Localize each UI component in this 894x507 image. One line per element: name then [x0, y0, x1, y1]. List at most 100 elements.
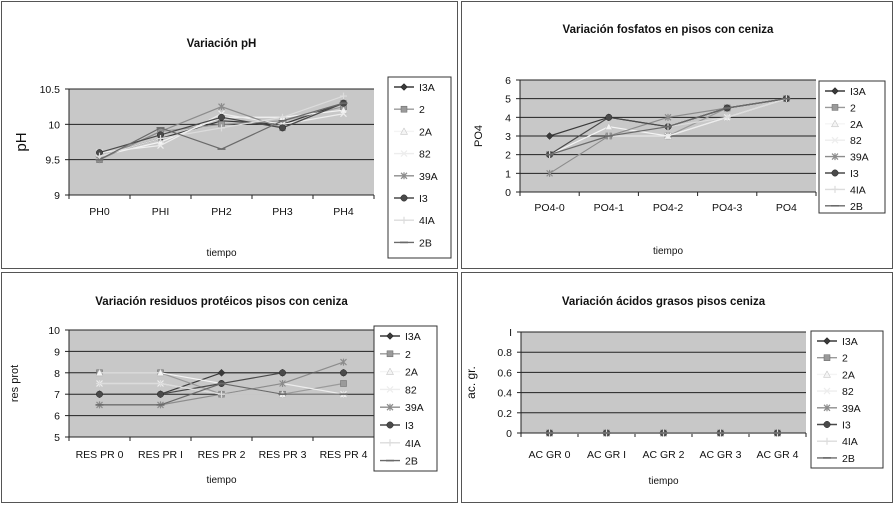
- legend-swatch-marker: [400, 194, 408, 202]
- y-tick-label: 6: [505, 75, 511, 87]
- legend-swatch-marker: [386, 439, 394, 447]
- data-point-39A: [279, 380, 286, 387]
- x-tick-label: PHI: [152, 206, 170, 218]
- y-tick-label: 5: [54, 432, 60, 444]
- legend-swatch-marker: [400, 105, 408, 113]
- plot-area: [521, 332, 806, 433]
- chart-title: Variación residuos protéicos pisos con c…: [95, 296, 348, 308]
- data-point-41A: [218, 390, 225, 398]
- x-tick-label: PH4: [333, 206, 354, 218]
- legend-swatch-marker: [400, 216, 408, 224]
- legend-label: 2A: [419, 126, 432, 138]
- legend-label: I3A: [419, 82, 435, 94]
- legend-swatch-marker: [831, 87, 839, 95]
- legend-label: 2: [842, 353, 848, 365]
- data-point-2: [340, 380, 347, 387]
- y-axis-label: ac. gr.: [464, 366, 478, 399]
- residuos-chart: Variación residuos protéicos pisos con c…: [9, 296, 438, 486]
- data-point-39A: [664, 113, 672, 121]
- legend-swatch-marker: [823, 354, 831, 361]
- ph-chart: Variación pH 9 9.5 10 10.5 PH0 PHI PH2 PH3 PH4 tie…: [13, 38, 452, 259]
- legend-label: 4IA: [842, 436, 858, 448]
- x-tick-label: AC GR 0: [528, 449, 570, 461]
- legend-label: I3A: [405, 331, 421, 343]
- legend-label: 4IA: [419, 215, 435, 227]
- legend-swatch-marker: [400, 172, 408, 180]
- legend-label: 2B: [850, 201, 863, 213]
- y-tick-label: 9: [54, 346, 60, 358]
- y-tick-label: 10: [48, 119, 60, 131]
- y-tick-label: 9: [54, 190, 60, 202]
- legend-label: 82: [842, 386, 854, 398]
- legend-swatch-marker: [386, 385, 394, 393]
- x-tick-label: PH3: [272, 206, 293, 218]
- data-point-41A: [279, 113, 286, 121]
- data-point-13: [279, 369, 286, 377]
- chart-panel-acidos: Variación ácidos grasos pisos ceniza 0 0.2…: [461, 272, 893, 503]
- y-tick-label: 10.5: [40, 84, 61, 96]
- legend-swatch-marker: [823, 404, 831, 412]
- legend-swatch-marker: [831, 169, 839, 177]
- x-tick-label: AC GR I: [587, 449, 626, 461]
- y-tick-label: 0.2: [497, 408, 512, 420]
- x-tick-label: RES PR 2: [198, 449, 246, 461]
- legend-label: 2: [405, 349, 411, 361]
- legend-label: 2: [419, 104, 425, 116]
- data-point-13: [279, 124, 286, 132]
- y-tick-label: 10: [48, 325, 60, 337]
- legend-box: [818, 80, 886, 214]
- x-tick-label: PO4: [776, 202, 797, 214]
- legend-label: I3A: [842, 336, 858, 348]
- data-point-2A: [156, 368, 165, 377]
- y-tick-label: 1: [505, 168, 511, 180]
- y-axis-label: pH: [13, 132, 30, 151]
- y-tick-label: 5: [505, 94, 511, 106]
- legend-label: 39A: [419, 171, 438, 183]
- chart-title: Variación fosfatos en pisos con ceniza: [563, 24, 775, 36]
- legend-label: 2B: [842, 453, 855, 465]
- legend-swatch-marker: [831, 136, 839, 144]
- data-point-82: [664, 132, 672, 140]
- y-tick-label: 0: [505, 187, 511, 199]
- x-tick-label: RES PR 0: [76, 449, 124, 461]
- y-tick-label: 9.5: [45, 155, 60, 167]
- y-tick-label: 6: [54, 411, 60, 423]
- x-tick-label: RES PR I: [138, 449, 183, 461]
- legend-swatch-marker: [823, 387, 831, 395]
- data-point-39A: [340, 358, 347, 366]
- data-point-82: [157, 142, 164, 149]
- data-point-13A: [217, 368, 226, 377]
- legend-swatch-marker: [386, 403, 394, 411]
- chart-panel-fosfatos: Variación fosfatos en pisos con ceniza 0 1…: [461, 1, 893, 269]
- x-axis-label: tiempo: [206, 248, 236, 259]
- data-point-13: [96, 390, 103, 398]
- data-point-82: [340, 110, 347, 118]
- legend-label: 2A: [405, 367, 418, 379]
- legend-swatch-marker: [823, 337, 831, 345]
- legend-label: 4IA: [850, 184, 866, 196]
- chart-title: Variación ácidos grasos pisos ceniza: [562, 296, 766, 308]
- legend-label: 2A: [850, 119, 863, 131]
- data-point-13: [605, 113, 613, 121]
- y-tick-label: 7: [54, 389, 60, 401]
- legend-swatch-marker: [386, 421, 394, 429]
- legend-swatch-marker: [831, 185, 839, 193]
- data-point-2A: [604, 122, 613, 130]
- legend-label: 82: [405, 384, 417, 396]
- legend-label: 2: [850, 102, 856, 114]
- legend-label: I3: [850, 168, 859, 180]
- data-point-41A: [218, 124, 225, 132]
- x-tick-label: AC GR 2: [642, 449, 684, 461]
- data-point-13: [340, 369, 347, 377]
- y-axis-label: res prot: [9, 365, 21, 402]
- data-point-39A: [218, 103, 225, 111]
- x-tick-label: PH2: [211, 206, 232, 218]
- legend-swatch-marker: [400, 127, 408, 135]
- legend-label: 2B: [405, 456, 418, 468]
- x-tick-label: PO4-1: [594, 202, 625, 214]
- legend-label: 2B: [419, 237, 432, 249]
- y-tick-label: 2: [505, 150, 511, 162]
- legend-label: 2A: [842, 369, 855, 381]
- y-tick-label: 0.4: [497, 388, 512, 400]
